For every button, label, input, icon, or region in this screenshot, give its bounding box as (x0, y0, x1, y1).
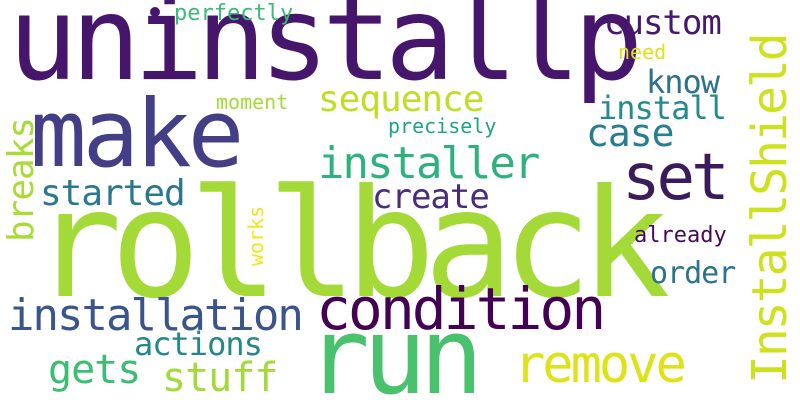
word-works: works (244, 205, 268, 266)
word-custom: custom (604, 3, 722, 43)
word-need: need (618, 40, 667, 64)
word-perfectly: perfectly (174, 1, 294, 26)
word-started: started (40, 173, 186, 214)
word-gets: gets (48, 347, 141, 393)
word-breaks: breaks (1, 117, 42, 242)
word-precisely: precisely (388, 114, 497, 138)
word-make: make (30, 80, 244, 189)
word-remove: remove (514, 335, 687, 395)
word-condition: condition (316, 275, 606, 343)
word-already: already (634, 223, 727, 248)
word-order: order (650, 256, 736, 291)
word-stuff: stuff (162, 355, 278, 400)
word-install: install (598, 89, 727, 127)
word-sequence: sequence (318, 79, 484, 120)
word-moment: moment (216, 90, 289, 114)
word-installation: installation (8, 290, 304, 341)
word-set: set (622, 141, 730, 215)
word-installer: installer (318, 138, 540, 189)
word-know: know (646, 63, 720, 101)
word-installshield: InstallShield (742, 34, 798, 384)
dot (150, 7, 160, 17)
word-actions: actions (134, 325, 263, 363)
word-create: create (372, 177, 490, 217)
word-case: case (586, 111, 675, 155)
word-uninstallp: uninstallp (8, 0, 643, 107)
word-rollback: rollback (32, 158, 670, 332)
word-run: run (306, 295, 483, 400)
